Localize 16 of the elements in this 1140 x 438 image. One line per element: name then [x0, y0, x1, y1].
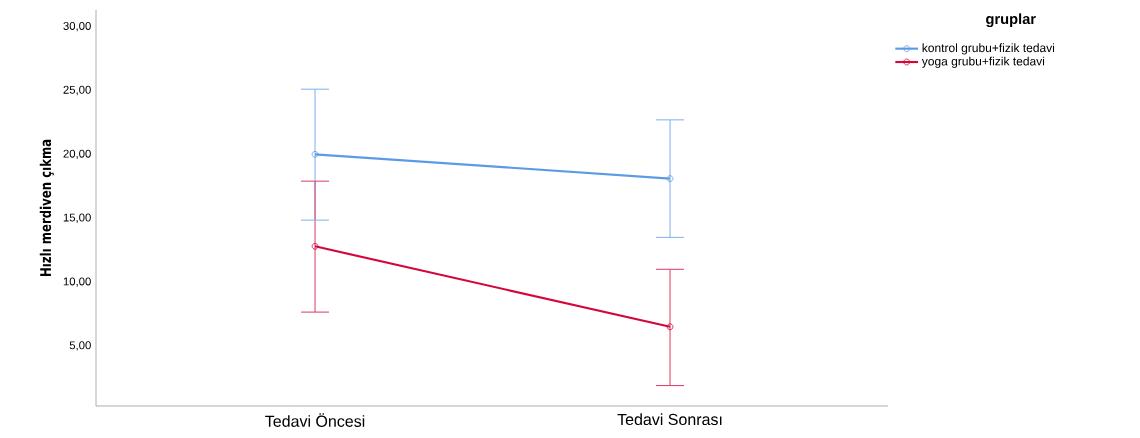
y-tick-label: 20,00 — [63, 149, 91, 160]
legend-label: yoga grubu+fizik tedavi — [921, 56, 1045, 68]
legend-title: gruplar — [986, 13, 1036, 28]
y-tick-label: 30,00 — [63, 21, 91, 32]
y-axis-title: Hızlı merdiven çıkma — [39, 139, 54, 276]
point — [666, 175, 674, 182]
point — [666, 323, 674, 331]
x-tick-label: Tedavi Öncesi — [265, 413, 365, 427]
y-tick-label: 10,00 — [63, 277, 91, 287]
point — [311, 242, 319, 250]
x-tick-label: Tedavi Sonrası — [617, 413, 722, 426]
legend-label: kontrol grubu+fizik tedavi — [922, 43, 1055, 55]
y-tick-label: 15,00 — [63, 213, 91, 223]
y-tick-label: 5,00 — [69, 341, 91, 351]
point — [311, 151, 319, 158]
y-tick-label: 25,00 — [63, 85, 91, 96]
